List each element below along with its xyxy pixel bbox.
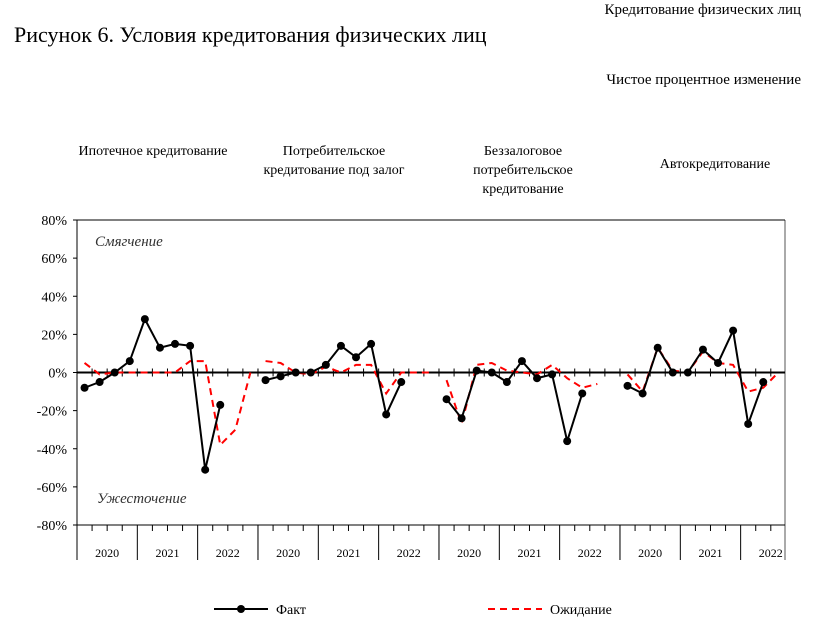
fact-point xyxy=(336,341,345,350)
y-tick-label: 80% xyxy=(41,214,67,229)
fact-point xyxy=(352,353,361,362)
y-tick-label: -20% xyxy=(37,405,68,420)
fact-point xyxy=(80,383,89,392)
fact-point xyxy=(95,378,104,387)
y-tick-label: -60% xyxy=(37,481,68,496)
panel-title-secured: Потребительское кредитование под залог xyxy=(263,144,405,178)
fact-point xyxy=(668,368,677,377)
legend-fact-label: Факт xyxy=(276,603,306,618)
fact-point xyxy=(502,378,511,387)
fact-point xyxy=(442,395,451,404)
legend-expect-label: Ожидание xyxy=(550,603,612,618)
year-label: 2022 xyxy=(578,546,602,560)
expect-series-line xyxy=(83,360,252,448)
fact-point xyxy=(397,378,406,387)
fact-point xyxy=(171,339,180,348)
year-label: 2021 xyxy=(698,546,722,560)
year-label: 2021 xyxy=(336,546,360,560)
year-label: 2022 xyxy=(397,546,421,560)
fact-point xyxy=(110,368,119,377)
fact-point xyxy=(125,357,134,366)
fact-series-line xyxy=(84,316,222,470)
y-tick-label: 60% xyxy=(41,252,67,267)
year-label: 2022 xyxy=(216,546,240,560)
fact-point xyxy=(533,374,542,383)
fact-point xyxy=(155,343,164,352)
fact-point xyxy=(457,414,466,423)
fact-point xyxy=(653,343,662,352)
panel-title-mortgage: Ипотечное кредитование xyxy=(78,144,228,159)
figure-title: Рисунок 6. Условия кредитования физическ… xyxy=(14,22,487,47)
year-label: 2020 xyxy=(276,546,300,560)
year-label: 2021 xyxy=(517,546,541,560)
fact-point xyxy=(578,389,587,398)
fact-point xyxy=(744,419,753,428)
fact-point xyxy=(759,378,768,387)
annotation-easing: Смягчение xyxy=(95,234,163,250)
panel-title-unsecured: Беззалоговое потребительское кредитовани… xyxy=(473,144,573,197)
fact-point xyxy=(186,341,195,350)
legend-fact-marker xyxy=(237,605,245,613)
y-tick-label: -40% xyxy=(37,443,68,458)
fact-point xyxy=(382,410,391,419)
fact-point xyxy=(321,360,330,369)
fact-point xyxy=(517,357,526,366)
fact-point xyxy=(276,372,285,381)
year-label: 2020 xyxy=(95,546,119,560)
fact-series-line xyxy=(265,342,403,418)
fact-point xyxy=(291,368,300,377)
fact-point xyxy=(472,366,481,375)
fact-point xyxy=(216,400,225,409)
fact-point xyxy=(261,376,270,385)
year-label: 2022 xyxy=(759,546,783,560)
fact-point xyxy=(201,465,210,474)
year-label: 2020 xyxy=(457,546,481,560)
fact-point xyxy=(714,358,723,367)
annotation-tightening: Ужесточение xyxy=(97,491,187,507)
fact-point xyxy=(140,315,149,324)
y-tick-label: 20% xyxy=(41,328,67,343)
fact-point xyxy=(638,389,647,398)
fact-point xyxy=(729,326,738,335)
fact-series-line xyxy=(445,359,584,445)
fact-point xyxy=(306,368,315,377)
fact-point xyxy=(623,381,632,390)
year-label: 2021 xyxy=(155,546,179,560)
unit-label: Чистое процентное изменение xyxy=(606,72,801,88)
fact-point xyxy=(698,345,707,354)
fact-point xyxy=(548,370,557,379)
expect-series-line xyxy=(265,360,432,396)
source-label: Кредитование физических лиц xyxy=(604,2,801,18)
year-label: 2020 xyxy=(638,546,662,560)
y-tick-label: 0% xyxy=(48,367,67,382)
fact-point xyxy=(683,368,692,377)
fact-series-line xyxy=(627,327,765,425)
fact-point xyxy=(487,368,496,377)
fact-point xyxy=(563,437,572,446)
y-tick-label: 40% xyxy=(41,290,67,305)
y-tick-label: -80% xyxy=(37,519,68,534)
fact-point xyxy=(367,339,376,348)
panel-title-auto: Автокредитование xyxy=(659,157,771,172)
